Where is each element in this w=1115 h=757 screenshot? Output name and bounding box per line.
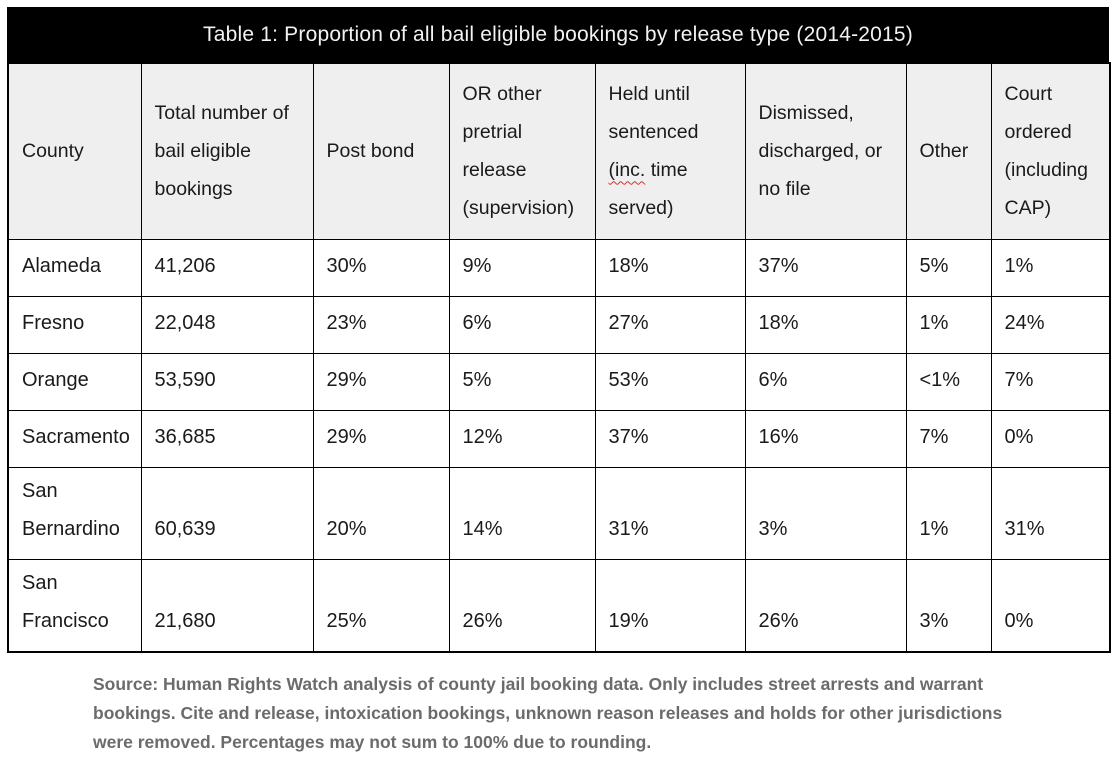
cell-other: 5% xyxy=(905,238,992,297)
table-row-sacramento: Sacramento 36,685 29% 12% 37% 16% 7% 0% xyxy=(7,409,1111,468)
cell-other: 1% xyxy=(905,295,992,354)
cell-total-bookings: 21,680 xyxy=(140,558,314,652)
table-row-san-francisco: San Francisco 21,680 25% 26% 19% 26% 3% … xyxy=(7,558,1111,652)
cell-court-ordered: 0% xyxy=(990,558,1111,652)
table-row-orange: Orange 53,590 29% 5% 53% 6% <1% 7% xyxy=(7,352,1111,411)
held-header-spellcheck-word: (inc. xyxy=(608,159,646,182)
cell-total-bookings: 41,206 xyxy=(140,238,314,297)
cell-post-bond: 23% xyxy=(312,295,450,354)
cell-other: 7% xyxy=(905,409,992,468)
table-row-san-bernardino: San Bernardino 60,639 20% 14% 31% 3% 1% … xyxy=(7,466,1111,560)
cell-court-ordered: 31% xyxy=(990,466,1111,560)
cell-other: <1% xyxy=(905,352,992,411)
table-title: Table 1: Proportion of all bail eligible… xyxy=(7,7,1109,62)
cell-post-bond: 20% xyxy=(312,466,450,560)
cell-held-until-sentenced: 27% xyxy=(594,295,746,354)
cell-county: Fresno xyxy=(7,295,142,354)
cell-held-until-sentenced: 37% xyxy=(594,409,746,468)
cell-held-until-sentenced: 19% xyxy=(594,558,746,652)
header-cell-other: Other xyxy=(905,62,992,240)
cell-post-bond: 25% xyxy=(312,558,450,652)
cell-county: Orange xyxy=(7,352,142,411)
held-header-suffix: time served) xyxy=(608,159,688,220)
cell-total-bookings: 22,048 xyxy=(140,295,314,354)
cell-court-ordered: 1% xyxy=(990,238,1111,297)
header-row: County Total number of bail eligible boo… xyxy=(7,62,1111,240)
cell-other: 3% xyxy=(905,558,992,652)
cell-total-bookings: 53,590 xyxy=(140,352,314,411)
cell-county: Alameda xyxy=(7,238,142,297)
bail-bookings-table: Table 1: Proportion of all bail eligible… xyxy=(7,7,1111,757)
cell-held-until-sentenced: 18% xyxy=(594,238,746,297)
header-cell-or-release: OR other pretrial release (supervision) xyxy=(448,62,596,240)
header-cell-total-bookings: Total number of bail eligible bookings xyxy=(140,62,314,240)
cell-court-ordered: 7% xyxy=(990,352,1111,411)
cell-or-release: 6% xyxy=(448,295,596,354)
cell-dismissed: 6% xyxy=(744,352,907,411)
cell-dismissed: 16% xyxy=(744,409,907,468)
header-cell-court-ordered: Court ordered (including CAP) xyxy=(990,62,1111,240)
cell-dismissed: 26% xyxy=(744,558,907,652)
cell-or-release: 5% xyxy=(448,352,596,411)
cell-county: San Bernardino xyxy=(7,466,142,560)
cell-held-until-sentenced: 53% xyxy=(594,352,746,411)
cell-total-bookings: 36,685 xyxy=(140,409,314,468)
cell-or-release: 9% xyxy=(448,238,596,297)
cell-county: San Francisco xyxy=(7,558,142,652)
header-cell-held-until-sentenced: Held until sentenced (inc. time served) xyxy=(594,62,746,240)
cell-or-release: 14% xyxy=(448,466,596,560)
cell-county: Sacramento xyxy=(7,409,142,468)
held-header-prefix: Held until sentenced xyxy=(608,83,699,144)
cell-or-release: 26% xyxy=(448,558,596,652)
source-note: Source: Human Rights Watch analysis of c… xyxy=(93,673,1003,752)
cell-other: 1% xyxy=(905,466,992,560)
table-row-fresno: Fresno 22,048 23% 6% 27% 18% 1% 24% xyxy=(7,295,1111,354)
header-cell-post-bond: Post bond xyxy=(312,62,450,240)
cell-court-ordered: 0% xyxy=(990,409,1111,468)
cell-post-bond: 30% xyxy=(312,238,450,297)
header-cell-county: County xyxy=(7,62,142,240)
cell-post-bond: 29% xyxy=(312,409,450,468)
cell-or-release: 12% xyxy=(448,409,596,468)
cell-held-until-sentenced: 31% xyxy=(594,466,746,560)
cell-post-bond: 29% xyxy=(312,352,450,411)
cell-dismissed: 3% xyxy=(744,466,907,560)
table-row-alameda: Alameda 41,206 30% 9% 18% 37% 5% 1% xyxy=(7,238,1111,297)
cell-court-ordered: 24% xyxy=(990,295,1111,354)
cell-dismissed: 18% xyxy=(744,295,907,354)
cell-dismissed: 37% xyxy=(744,238,907,297)
header-cell-dismissed: Dismissed, discharged, or no file xyxy=(744,62,907,240)
data-table: County Total number of bail eligible boo… xyxy=(7,62,1111,653)
cell-total-bookings: 60,639 xyxy=(140,466,314,560)
